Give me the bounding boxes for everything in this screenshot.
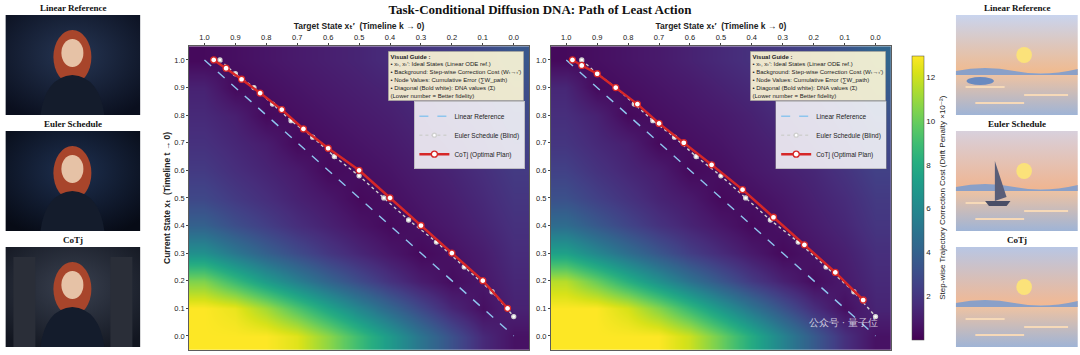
svg-text:Step-wise Trajectory Correctio: Step-wise Trajectory Correction Cost (Dr… (938, 95, 947, 299)
svg-text:0.6: 0.6 (174, 166, 184, 175)
svg-text:2: 2 (926, 292, 931, 301)
svg-text:Target State xₜ′ (Timeline k: Target State xₜ′ (Timeline k → 0) (294, 21, 425, 31)
svg-text:0.1: 0.1 (478, 33, 488, 42)
svg-text:1.0: 1.0 (536, 56, 546, 65)
svg-text:0.9: 0.9 (174, 83, 184, 92)
svg-text:CoTj (Optimal Plan): CoTj (Optimal Plan) (454, 151, 511, 159)
svg-text:0.5: 0.5 (174, 194, 184, 203)
svg-text:0.8: 0.8 (623, 33, 633, 42)
svg-text:0.4: 0.4 (747, 33, 757, 42)
svg-text:Euler Schedule (Blind): Euler Schedule (Blind) (816, 132, 881, 140)
svg-text:0.7: 0.7 (654, 33, 664, 42)
svg-text:0.6: 0.6 (685, 33, 695, 42)
svg-text:CoTj: CoTj (1007, 235, 1027, 245)
svg-text:0.2: 0.2 (174, 276, 184, 285)
svg-text:0.7: 0.7 (536, 138, 546, 147)
svg-text:0.3: 0.3 (778, 33, 788, 42)
svg-text:0.0: 0.0 (870, 33, 880, 42)
svg-text:Task-Conditional Diffusion DNA: Task-Conditional Diffusion DNA: Path of … (389, 2, 693, 17)
svg-text:0.2: 0.2 (447, 33, 457, 42)
svg-text:Euler Schedule (Blind): Euler Schedule (Blind) (454, 132, 519, 140)
svg-text:8: 8 (926, 161, 931, 170)
svg-text:0.0: 0.0 (174, 332, 184, 341)
svg-text:CoTj (Optimal Plan): CoTj (Optimal Plan) (816, 151, 873, 159)
svg-text:10: 10 (926, 117, 935, 126)
svg-text:0.9: 0.9 (230, 33, 240, 42)
svg-text:1.0: 1.0 (199, 33, 209, 42)
svg-text:0.1: 0.1 (174, 304, 184, 313)
svg-text:0.8: 0.8 (261, 33, 271, 42)
svg-text:Linear Reference: Linear Reference (454, 113, 504, 120)
svg-text:0.2: 0.2 (808, 33, 818, 42)
svg-text:4: 4 (926, 248, 931, 257)
svg-text:6: 6 (926, 204, 931, 213)
svg-text:Visual Guide :• xₜ, xₜ′: Ideal: Visual Guide :• xₜ, xₜ′: Ideal States (L… (391, 54, 522, 99)
svg-text:0.0: 0.0 (509, 33, 519, 42)
svg-text:1.0: 1.0 (561, 33, 571, 42)
svg-text:0.5: 0.5 (354, 33, 364, 42)
svg-text:0.1: 0.1 (536, 304, 546, 313)
svg-text:0.3: 0.3 (174, 249, 184, 258)
svg-text:0.7: 0.7 (292, 33, 302, 42)
svg-text:CoTj: CoTj (63, 235, 83, 245)
svg-text:Linear Reference: Linear Reference (984, 3, 1050, 13)
svg-text:Linear Reference: Linear Reference (816, 113, 866, 120)
svg-text:Linear Reference: Linear Reference (40, 3, 106, 13)
svg-text:0.7: 0.7 (174, 138, 184, 147)
svg-text:0.6: 0.6 (536, 166, 546, 175)
svg-text:0.5: 0.5 (716, 33, 726, 42)
svg-text:Target State xₜ′ (Timeline k: Target State xₜ′ (Timeline k → 0) (656, 21, 787, 31)
svg-text:0.3: 0.3 (536, 249, 546, 258)
svg-text:0.8: 0.8 (536, 111, 546, 120)
svg-text:0.0: 0.0 (536, 332, 546, 341)
svg-text:公众号 · 量子位: 公众号 · 量子位 (809, 317, 878, 328)
svg-text:Current State xₜ (Timeline t: Current State xₜ (Timeline t → 0) (162, 132, 172, 264)
svg-text:12: 12 (926, 73, 935, 82)
svg-text:0.1: 0.1 (839, 33, 849, 42)
svg-text:1.0: 1.0 (174, 56, 184, 65)
svg-text:0.9: 0.9 (536, 83, 546, 92)
svg-text:0.9: 0.9 (592, 33, 602, 42)
svg-text:0.4: 0.4 (385, 33, 395, 42)
svg-text:0.4: 0.4 (174, 221, 184, 230)
svg-text:0.2: 0.2 (536, 276, 546, 285)
svg-text:Visual Guide :• xₜ, xₜ′: Ideal: Visual Guide :• xₜ, xₜ′: Ideal States (L… (753, 54, 884, 99)
svg-text:0.6: 0.6 (323, 33, 333, 42)
svg-text:Euler Schedule: Euler Schedule (988, 119, 1046, 129)
svg-text:0.5: 0.5 (536, 194, 546, 203)
svg-text:0.8: 0.8 (174, 111, 184, 120)
svg-text:Euler Schedule: Euler Schedule (44, 119, 102, 129)
svg-text:0.3: 0.3 (416, 33, 426, 42)
svg-text:0.4: 0.4 (536, 221, 546, 230)
